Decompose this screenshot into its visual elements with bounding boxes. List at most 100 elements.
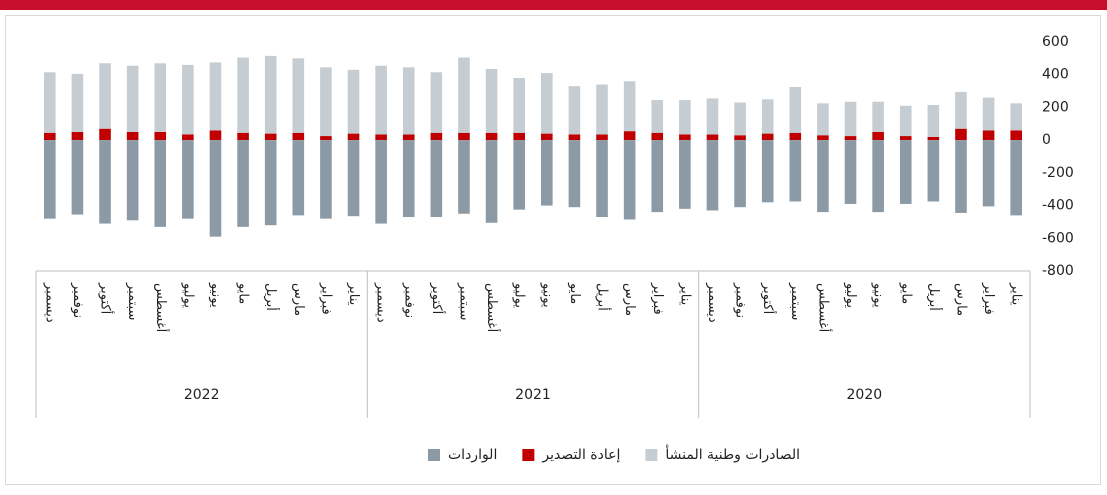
bar-segment [292,132,305,141]
bar-segment [761,99,774,134]
x-tick-label: أكتوبر [760,282,777,314]
bar-segment [734,140,746,208]
bar-segment [955,128,967,141]
bar-segment [347,140,360,217]
x-tick-label: أغسطس [153,283,170,332]
bar-segment [761,140,774,203]
legend-swatch [428,449,440,461]
bar-segment [402,134,415,141]
bar-segment [209,140,222,237]
bar-segment [734,135,746,141]
bar-segment [1010,103,1022,131]
bar-segment [375,134,387,141]
bar-segment [237,140,249,227]
top-bar [0,0,1107,10]
bar-segment [485,68,498,133]
bar-segment [375,65,387,135]
bar-segment [182,140,194,219]
bar-segment [292,140,305,216]
x-tick-label: يوليو [512,282,527,308]
x-tick-label: سبتمبر [125,282,140,320]
x-tick-label: مارس [953,283,968,316]
bar-segment [347,133,360,141]
x-tick-label: مايو [898,282,913,304]
bar-segment [872,101,884,132]
bar-segment [126,131,139,141]
bar-segment [485,140,498,223]
bar-segment [458,57,470,133]
bar-segment [99,63,111,129]
x-tick-label: يونيو [208,282,223,308]
y-tick-label: 600 [1042,34,1069,50]
bar-segment [154,131,167,141]
x-tick-label: أبريل [926,283,943,311]
x-tick-label: يناير [1009,282,1024,306]
bar-segment [458,140,470,214]
x-tick-label: أكتوبر [98,282,115,314]
bar-segment [651,132,664,141]
x-tick-label: مارس [622,283,637,316]
x-tick-label: ديسمبر [42,282,57,323]
bar-segment [513,77,525,133]
bar-segment [375,140,387,224]
bar-segment [596,140,608,218]
bar-segment [844,140,857,204]
bar-segment [955,91,967,129]
bar-segment [126,65,139,132]
bar-segment [430,140,443,218]
x-tick-label: فبراير [650,282,665,315]
y-tick-label: 0 [1042,132,1051,148]
x-tick-label: مايو [567,282,582,304]
legend-swatch [522,449,535,461]
x-tick-label: أبريل [263,283,280,311]
bar-segment [596,134,608,141]
bar-segment [623,81,636,132]
bar-segment [458,132,470,141]
bar-segment [872,131,884,141]
bar-segment [402,67,415,135]
bar-segment [209,130,222,141]
bar-segment [320,67,332,137]
x-tick-label: مارس [291,283,306,316]
x-tick-label: نوفمبر [733,282,748,318]
bar-segment [651,140,664,213]
year-label: 2021 [515,387,551,403]
bar-segment [430,72,443,133]
x-tick-label: أكتوبر [429,282,446,314]
bar-segment [568,86,581,135]
frame [5,15,1101,485]
bar-segment [623,140,636,220]
bar-segment [899,140,912,204]
bar-segment [789,132,802,141]
x-tick-label: ديسمبر [374,282,389,323]
bar-segment [734,102,746,136]
bar-segment [568,140,581,208]
x-tick-label: ديسمبر [705,282,720,323]
bar-segment [71,140,84,215]
bar-segment [237,132,249,141]
legend-label: الصادرات وطنية المنشأ [665,444,800,463]
x-tick-label: سبتمبر [456,282,471,320]
bar-segment [513,132,525,141]
x-tick-label: أبريل [595,283,612,311]
bar-segment [817,103,829,136]
bar-segment [154,140,167,227]
bar-segment [761,133,774,141]
bar-segment [706,98,719,135]
y-tick-label: 200 [1042,99,1069,115]
x-tick-label: نوفمبر [70,282,85,318]
x-tick-label: فبراير [318,282,333,315]
x-tick-label: نوفمبر [401,282,416,318]
bar-segment [1010,130,1022,141]
bar-segment [402,140,415,218]
bar-segment [44,72,56,133]
y-tick-label: -200 [1042,165,1074,181]
bar-segment [844,101,857,137]
bar-segment [320,136,332,141]
bar-segment [264,55,277,134]
bar-segment [209,62,222,131]
bar-segment [872,140,884,213]
bar-segment [679,140,691,209]
bar-segment [71,131,84,141]
